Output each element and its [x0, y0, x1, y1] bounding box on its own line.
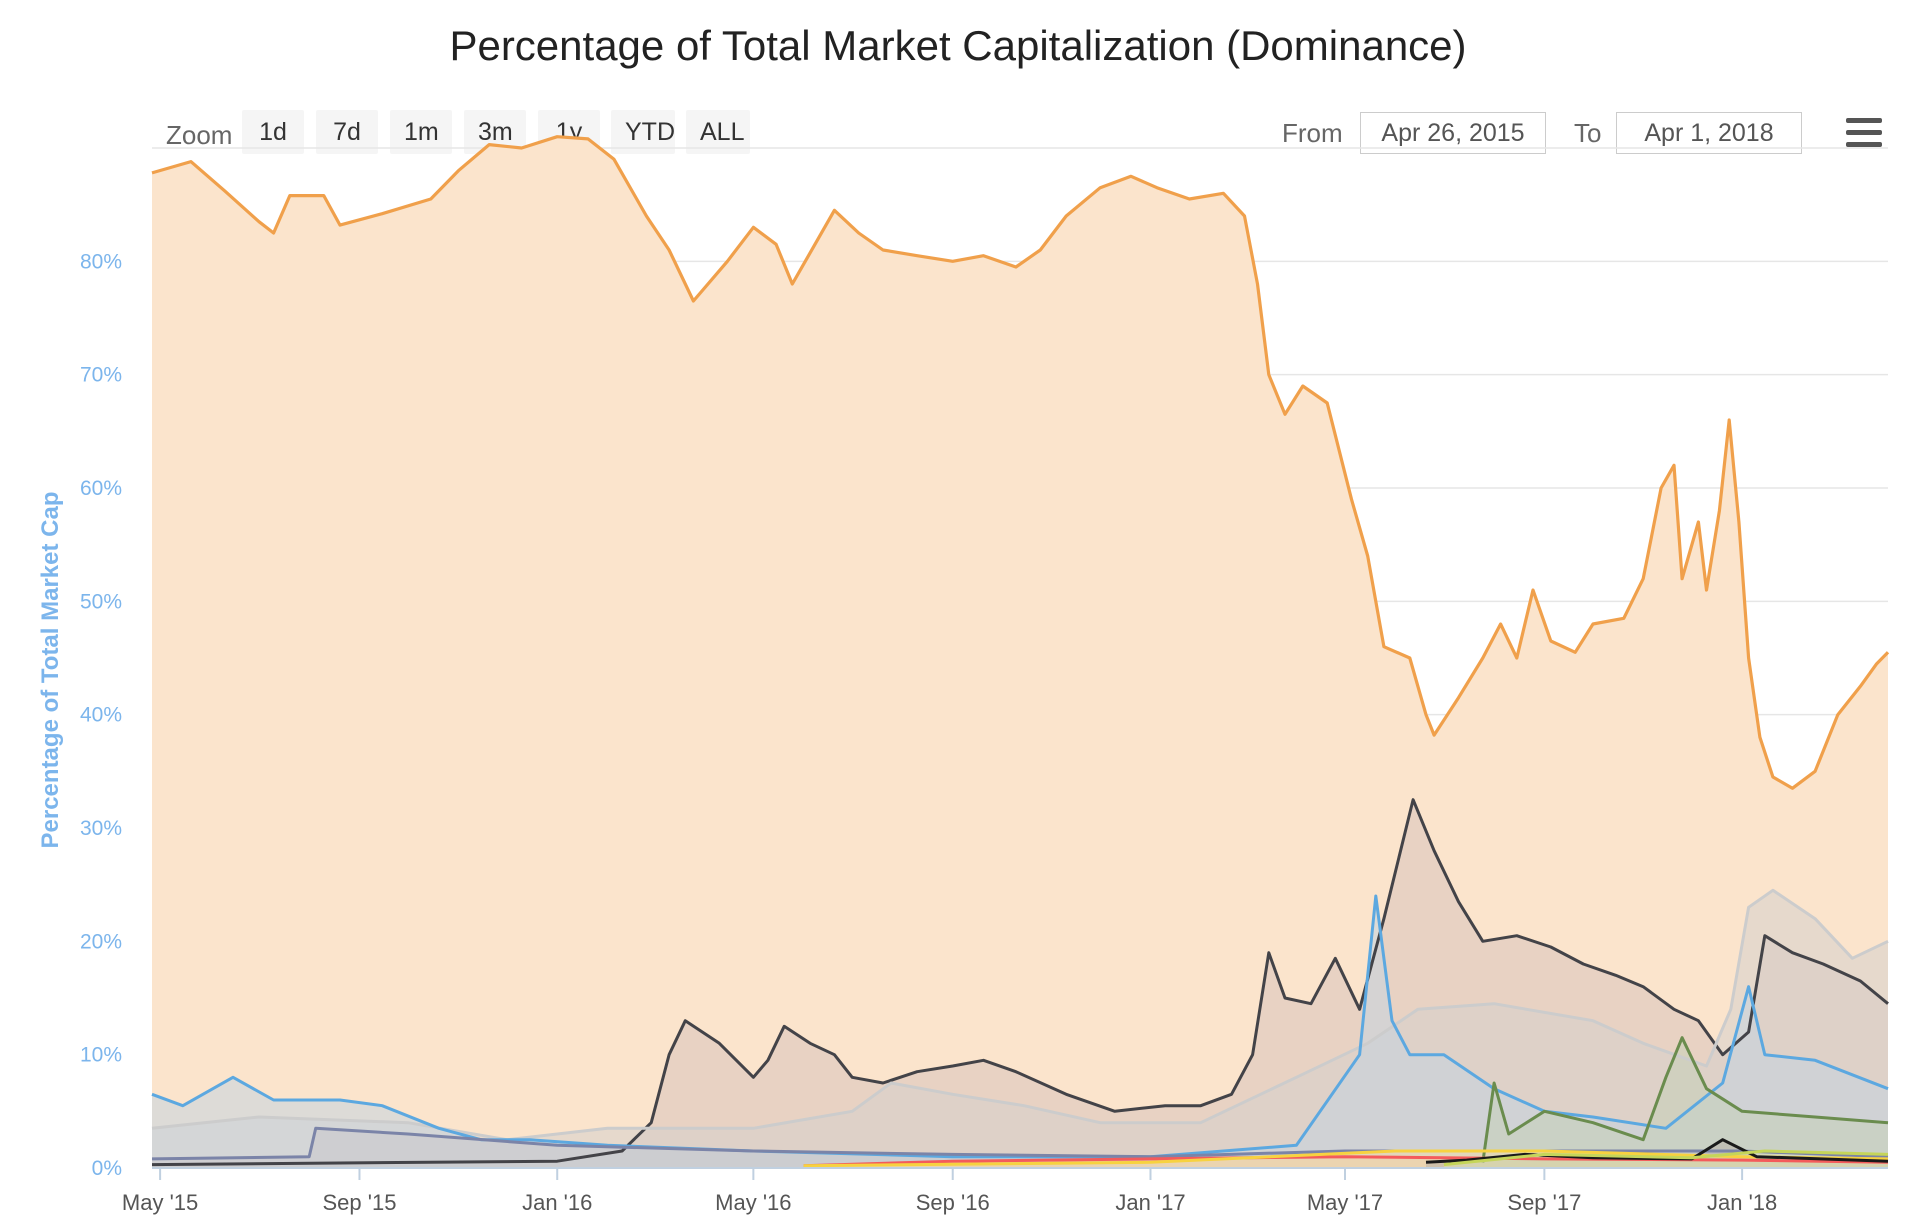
hamburger-menu-icon[interactable]	[1846, 118, 1882, 150]
series-line-8	[1425, 1138, 1889, 1164]
from-date-input[interactable]	[1360, 112, 1546, 154]
y-tick-label: 20%	[80, 930, 122, 953]
series-line-0	[151, 135, 1890, 790]
to-date-input[interactable]	[1616, 112, 1802, 154]
to-label: To	[1574, 118, 1602, 148]
x-tick-label: Jan '17	[1115, 1190, 1185, 1215]
x-tick-label: Jan '16	[522, 1190, 592, 1215]
series-line-2	[151, 888, 1889, 1142]
series-line-3	[151, 894, 1889, 1159]
y-tick-label: 40%	[80, 704, 122, 727]
zoom-button-1m[interactable]: 1m	[390, 110, 452, 154]
chart-axes: 0% 10% 20% 30% 40% 50% 60% 70% 80% May '15 Sep '15…	[80, 250, 1888, 1215]
y-tick-label: 30%	[80, 817, 122, 840]
series-area-3	[152, 896, 1888, 1168]
zoom-button-1d[interactable]: 1d	[242, 110, 304, 154]
page-title: Percentage of Total Market Capitalizatio…	[449, 22, 1467, 69]
y-tick-label: 80%	[80, 250, 122, 273]
series-line-6	[803, 1155, 1889, 1168]
x-tick-label: May '17	[1307, 1190, 1383, 1215]
chart-series-areas	[152, 136, 1888, 1169]
x-tick-label: May '15	[122, 1190, 198, 1215]
y-tick-label: 70%	[80, 364, 122, 387]
zoom-label: Zoom	[166, 120, 233, 150]
y-axis-label: Percentage of Total Market Cap	[37, 492, 64, 849]
zoom-button-7d[interactable]: 7d	[316, 110, 378, 154]
chart-series-lines	[151, 135, 1890, 1168]
series-line-4	[1481, 1036, 1889, 1163]
series-area-4	[1482, 1037, 1888, 1168]
series-line-9	[1443, 1149, 1889, 1167]
x-tick-label: Sep '16	[916, 1190, 990, 1215]
y-tick-label: 0%	[92, 1157, 122, 1180]
zoom-button-all[interactable]: ALL	[686, 110, 750, 154]
x-tick-label: Sep '17	[1507, 1190, 1581, 1215]
x-tick-label: Sep '15	[323, 1190, 397, 1215]
y-tick-label: 50%	[80, 590, 122, 613]
series-line-1	[151, 798, 1889, 1167]
from-label: From	[1282, 118, 1343, 148]
y-tick-label: 10%	[80, 1044, 122, 1067]
x-tick-label: Jan '18	[1707, 1190, 1777, 1215]
y-tick-label: 60%	[80, 477, 122, 500]
zoom-button-ytd[interactable]: YTD	[611, 110, 675, 154]
x-tick-label: May '16	[715, 1190, 791, 1215]
